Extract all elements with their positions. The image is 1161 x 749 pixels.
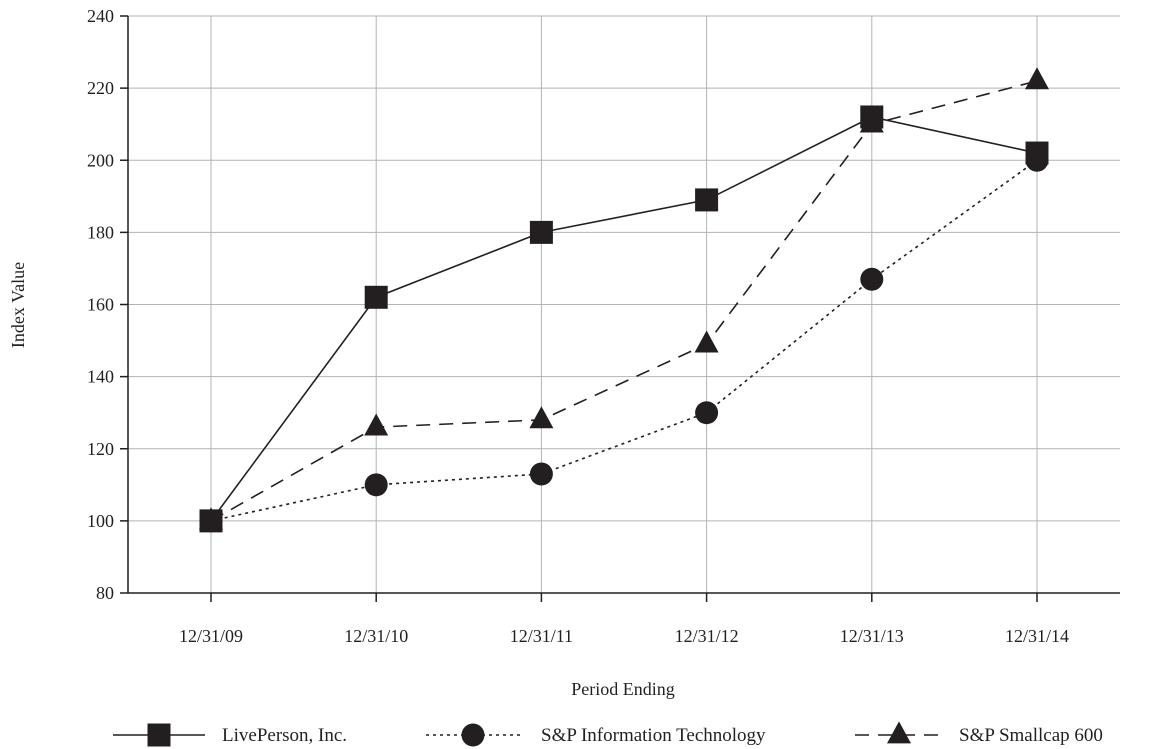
legend: LivePerson, Inc. S&P Information Technolo… [113,721,1103,747]
legend-item: S&P Smallcap 600 [855,721,1103,746]
legend-label: LivePerson, Inc. [222,725,347,746]
tick-labels: 80 100 120 140 160 180 200 220 240 12/31/09 12/31/… [87,6,1069,646]
x-tick-label: 12/31/12 [675,626,739,646]
data-point [694,330,719,353]
y-tick-label: 120 [87,439,114,459]
x-tick-label: 12/31/14 [1005,626,1069,646]
y-tick-label: 80 [96,583,114,603]
x-tick-label: 12/31/10 [344,626,408,646]
y-tick-label: 220 [87,78,114,98]
y-tick-label: 240 [87,6,114,26]
y-tick-label: 180 [87,222,114,242]
legend-item: S&P Information Technology [426,723,766,747]
data-point [364,413,389,436]
x-tick-label: 12/31/09 [179,626,243,646]
y-tick-label: 140 [87,367,114,387]
data-point [1025,141,1049,165]
data-point [529,406,554,429]
y-tick-label: 100 [87,511,114,531]
series [199,67,1049,533]
data-point [529,462,553,486]
data-point [364,473,388,497]
legend-label: S&P Smallcap 600 [959,725,1103,746]
data-point [695,188,719,212]
y-axis-title: Index Value [8,262,28,348]
axes [120,15,1120,602]
series-circle [199,148,1049,533]
y-tick-label: 160 [87,295,114,315]
data-point [1025,67,1049,90]
grid [128,15,1120,593]
y-tick-label: 200 [87,150,114,170]
series-line [210,159,1038,522]
series-line [210,80,1038,522]
data-point [199,509,223,533]
data-point [860,267,884,291]
x-tick-label: 12/31/13 [840,626,904,646]
x-axis-title: Period Ending [571,679,675,699]
series-line [210,116,1038,522]
data-point [529,220,553,244]
data-point [695,401,719,425]
series-square [199,105,1049,533]
legend-marker [147,723,171,747]
x-tick-label: 12/31/11 [510,626,573,646]
series-triangle [199,67,1049,530]
data-point [860,105,884,129]
legend-label: S&P Information Technology [541,725,766,746]
legend-marker [887,721,911,744]
data-point [364,285,388,309]
legend-item: LivePerson, Inc. [113,723,347,747]
legend-marker [461,723,485,747]
